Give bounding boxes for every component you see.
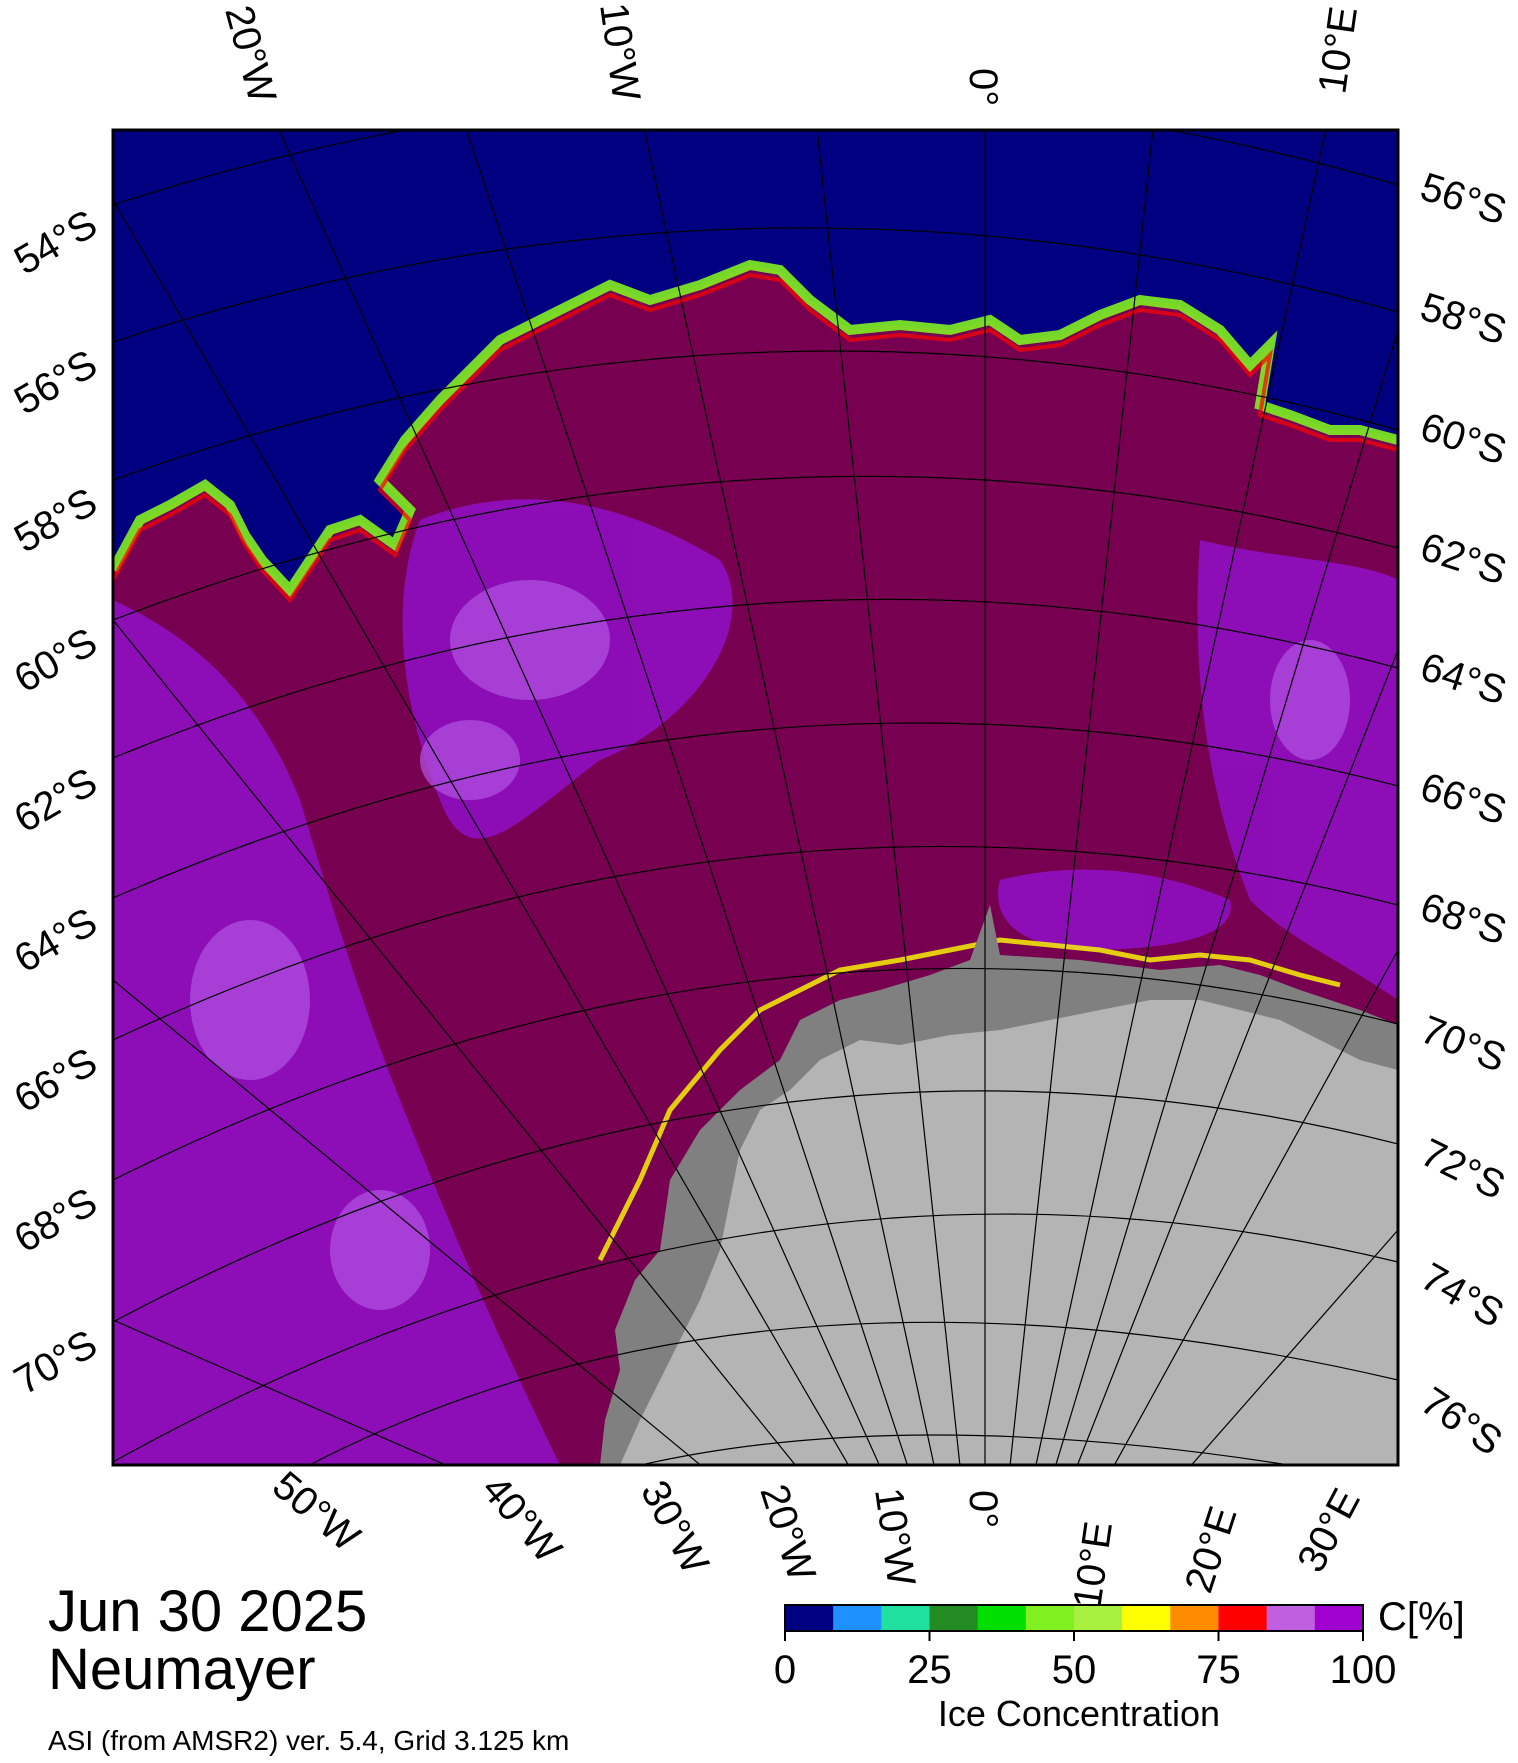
right-lat-label: 58°S: [1415, 285, 1512, 354]
colorbar-cell: [1266, 1605, 1316, 1631]
colorbar-tick-labels: 0 25 50 75 100: [774, 1648, 1397, 1692]
colorbar-cell: [977, 1605, 1027, 1631]
right-lat-label: 76°S: [1413, 1379, 1510, 1464]
left-lat-label: 68°S: [7, 1180, 104, 1262]
colorbar-cell: [785, 1605, 834, 1631]
left-lat-label: 54°S: [7, 202, 104, 284]
right-lat-label: 72°S: [1414, 1131, 1512, 1209]
colorbar-ticks: [784, 1631, 1364, 1641]
right-lat-label: 64°S: [1415, 645, 1512, 714]
top-lon-label: 20°W: [216, 1, 284, 108]
left-lat-label: 60°S: [7, 620, 104, 702]
colorbar-cell: [929, 1605, 979, 1631]
colorbar-cell: [1025, 1605, 1075, 1631]
colorbar-tick-label: 100: [1330, 1648, 1397, 1692]
colorbar-tick-label: 50: [1052, 1648, 1097, 1692]
bottom-lon-label: 30°E: [1289, 1482, 1369, 1580]
colorbar-cell: [1314, 1605, 1364, 1631]
coastal-polynya-edge: [597, 937, 1341, 1262]
colorbar-cell: [881, 1605, 930, 1631]
bottom-lon-label: 10°W: [866, 1485, 923, 1589]
bottom-lon-labels: 50°W 40°W 30°W 20°W 10°W 0° 10°E 20°E 30…: [264, 1463, 1369, 1611]
left-lat-label: 56°S: [7, 342, 104, 424]
antarctic-land: [620, 1000, 1398, 1465]
top-lon-label: 10°E: [1310, 4, 1366, 96]
left-lat-label: 66°S: [7, 1040, 104, 1122]
ice-mid-patches: [190, 580, 1350, 1310]
map-frame: [111, 128, 1400, 1467]
colorbar-unit: C[%]: [1378, 1595, 1465, 1639]
bottom-lon-label: 30°W: [632, 1474, 717, 1582]
colorbar-cell: [1074, 1605, 1123, 1631]
colorbar-tick-label: 0: [774, 1648, 796, 1692]
right-lat-label: 56°S: [1415, 165, 1512, 234]
colorbar-cell: [1122, 1605, 1171, 1631]
station-name: Neumayer: [48, 1637, 316, 1702]
right-lat-labels: 56°S 58°S 60°S 62°S 64°S 66°S 68°S 70°S …: [1413, 165, 1512, 1464]
left-lat-labels: 54°S 56°S 58°S 60°S 62°S 64°S 66°S 68°S …: [7, 202, 104, 1404]
right-lat-label: 68°S: [1415, 885, 1512, 954]
ice-edge-inner: [113, 272, 1398, 604]
right-lat-label: 60°S: [1415, 405, 1512, 474]
ice-edge-zone: [113, 259, 1398, 599]
right-lat-label: 74°S: [1414, 1255, 1511, 1337]
top-lon-label: 10°W: [591, 0, 648, 104]
map-panel: [113, 130, 1398, 1465]
bottom-lon-label: 0°: [961, 1490, 1005, 1528]
left-lat-label: 70°S: [7, 1322, 104, 1404]
colorbar-tick-label: 25: [907, 1648, 952, 1692]
colorbar-cells: [785, 1605, 1364, 1631]
left-lat-label: 58°S: [7, 480, 104, 562]
colorbar: C[%] 0 25 50 75 100 Ice Concentration: [774, 1595, 1465, 1734]
colorbar-cell: [1218, 1605, 1268, 1631]
left-lat-label: 62°S: [7, 760, 104, 842]
data-source: ASI (from AMSR2) ver. 5.4, Grid 3.125 km: [48, 1725, 570, 1756]
bottom-lon-label: 20°W: [751, 1479, 823, 1586]
left-lat-label: 64°S: [7, 900, 104, 982]
colorbar-axis-label: Ice Concentration: [938, 1693, 1220, 1734]
right-lat-label: 70°S: [1415, 1008, 1512, 1081]
bottom-lon-label: 10°E: [1065, 1519, 1121, 1611]
colorbar-cell: [833, 1605, 882, 1631]
colorbar-tick-label: 75: [1196, 1648, 1241, 1692]
right-lat-label: 62°S: [1415, 525, 1512, 594]
bottom-lon-label: 50°W: [264, 1463, 368, 1560]
map-date: Jun 30 2025: [48, 1579, 368, 1644]
top-lon-labels: 20°W 10°W 0° 10°E: [216, 0, 1366, 107]
bottom-lon-label: 40°W: [473, 1468, 570, 1572]
bottom-lon-label: 20°E: [1177, 1501, 1246, 1598]
graticule-meridians: [113, 130, 1398, 1465]
colorbar-cell: [1170, 1605, 1219, 1631]
graticule-parallels: [113, 130, 1398, 1465]
top-lon-label: 0°: [961, 68, 1005, 106]
right-lat-label: 66°S: [1415, 765, 1512, 834]
